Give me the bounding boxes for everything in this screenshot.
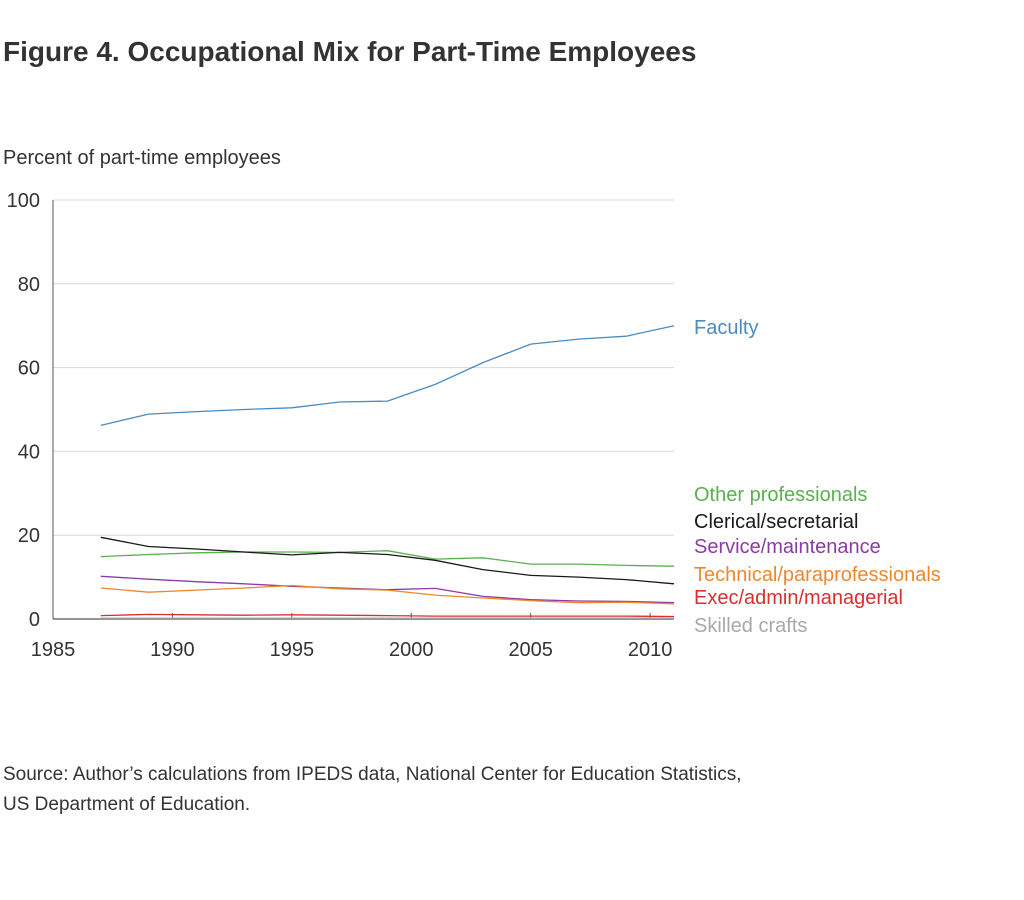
source-line-2: US Department of Education. (3, 794, 251, 815)
y-tick-label: 100 (7, 190, 40, 212)
x-tick-label: 2000 (389, 639, 434, 661)
series-line-other-professionals (100, 550, 675, 567)
line-chart: 0 20 40 60 80 100 1985 1990 1995 2000 2005 2010 Fa… (7, 190, 941, 661)
gridlines (52, 199, 674, 619)
series-label-exec-admin-managerial: Exec/admin/managerial (694, 587, 903, 609)
series-label-service-maintenance: Service/maintenance (694, 536, 881, 558)
series-label-skilled-crafts: Skilled crafts (694, 615, 807, 637)
y-tick-label: 0 (29, 609, 40, 631)
chart-title: Figure 4. Occupational Mix for Part-Time… (3, 36, 697, 67)
y-axis-ticks: 0 20 40 60 80 100 (7, 190, 40, 631)
source-note: Source: Author’s calculations from IPEDS… (3, 760, 983, 820)
y-tick-label: 60 (18, 358, 40, 380)
x-tick-label: 1985 (31, 639, 76, 661)
series-line-exec-admin-managerial (100, 613, 675, 618)
series-labels: Faculty Other professionals Clerical/secre… (694, 317, 941, 637)
x-axis: 1985 1990 1995 2000 2005 2010 (31, 613, 674, 661)
y-axis-label: Percent of part-time employees (3, 147, 281, 169)
x-tick-label: 2005 (508, 639, 553, 661)
series-label-clerical-secretarial: Clerical/secretarial (694, 511, 859, 533)
x-tick-label: 2010 (628, 639, 673, 661)
y-tick-label: 40 (18, 441, 40, 463)
series-label-technical-paraprofessionals: Technical/paraprofessionals (694, 564, 941, 586)
series-line-faculty (100, 325, 675, 427)
y-tick-label: 20 (18, 525, 40, 547)
series-line-technical-paraprofessionals (100, 584, 675, 605)
series-line-clerical-secretarial (100, 536, 675, 585)
x-tick-label: 1990 (150, 639, 195, 661)
series-label-faculty: Faculty (694, 317, 758, 339)
series-label-other-professionals: Other professionals (694, 484, 867, 506)
y-tick-label: 80 (18, 274, 40, 296)
x-tick-label: 1995 (270, 639, 315, 661)
series-lines (100, 325, 675, 619)
source-line-1: Source: Author’s calculations from IPEDS… (3, 764, 742, 785)
